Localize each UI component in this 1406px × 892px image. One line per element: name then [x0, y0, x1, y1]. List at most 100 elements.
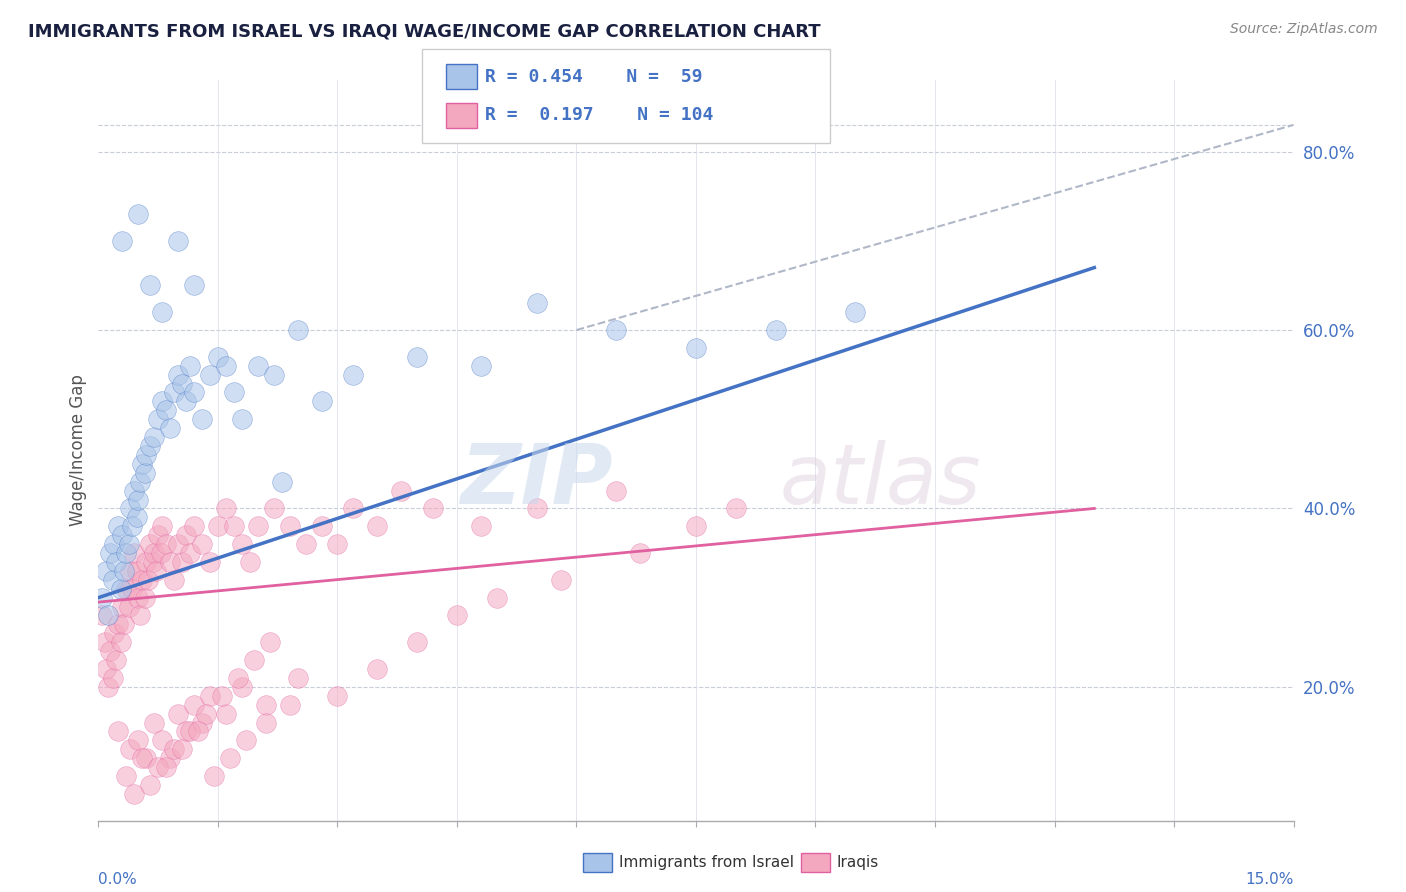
Point	[342, 368, 364, 382]
Point	[145, 564, 167, 578]
Point	[287, 323, 309, 337]
Point	[135, 555, 157, 569]
Point	[91, 608, 114, 623]
Point	[111, 234, 134, 248]
Point	[148, 760, 170, 774]
Point	[143, 715, 166, 730]
Point	[239, 555, 262, 569]
Point	[172, 555, 194, 569]
Point	[104, 555, 127, 569]
Point	[263, 368, 285, 382]
Point	[183, 278, 205, 293]
Point	[134, 466, 156, 480]
Text: atlas: atlas	[779, 440, 981, 521]
Point	[115, 546, 138, 560]
Point	[111, 528, 134, 542]
Text: 15.0%: 15.0%	[1246, 872, 1294, 888]
Point	[110, 582, 132, 596]
Point	[526, 501, 548, 516]
Point	[110, 635, 132, 649]
Point	[115, 769, 138, 783]
Point	[135, 448, 157, 462]
Point	[179, 359, 201, 373]
Point	[605, 483, 627, 498]
Point	[128, 608, 150, 623]
Point	[112, 617, 135, 632]
Text: R =  0.197    N = 104: R = 0.197 N = 104	[485, 106, 713, 124]
Point	[150, 519, 173, 533]
Point	[97, 608, 120, 623]
Point	[124, 483, 146, 498]
Point	[127, 591, 149, 605]
Point	[183, 519, 205, 533]
Point	[148, 528, 170, 542]
Point	[311, 519, 333, 533]
Text: 0.0%: 0.0%	[98, 872, 138, 888]
Point	[134, 591, 156, 605]
Point	[198, 689, 221, 703]
Point	[259, 635, 281, 649]
Point	[115, 582, 138, 596]
Point	[167, 537, 190, 551]
Point	[98, 546, 122, 560]
Point	[107, 519, 129, 533]
Point	[174, 724, 197, 739]
Point	[222, 519, 245, 533]
Point	[131, 573, 153, 587]
Point	[120, 501, 142, 516]
Point	[406, 635, 429, 649]
Point	[219, 751, 242, 765]
Point	[136, 573, 159, 587]
Point	[485, 591, 508, 605]
Point	[124, 546, 146, 560]
Point	[163, 573, 186, 587]
Point	[231, 680, 253, 694]
Text: Iraqis: Iraqis	[837, 855, 879, 870]
Point	[187, 724, 209, 739]
Point	[112, 564, 135, 578]
Point	[202, 769, 225, 783]
Point	[724, 501, 747, 516]
Point	[366, 519, 388, 533]
Point	[125, 510, 148, 524]
Point	[226, 671, 249, 685]
Point	[246, 519, 269, 533]
Point	[207, 519, 229, 533]
Point	[222, 385, 245, 400]
Point	[172, 376, 194, 391]
Point	[207, 350, 229, 364]
Point	[139, 439, 162, 453]
Point	[101, 573, 124, 587]
Point	[163, 742, 186, 756]
Point	[131, 457, 153, 471]
Text: R = 0.454    N =  59: R = 0.454 N = 59	[485, 68, 703, 86]
Text: IMMIGRANTS FROM ISRAEL VS IRAQI WAGE/INCOME GAP CORRELATION CHART: IMMIGRANTS FROM ISRAEL VS IRAQI WAGE/INC…	[28, 22, 821, 40]
Point	[155, 403, 177, 417]
Point	[215, 359, 238, 373]
Point	[183, 698, 205, 712]
Point	[278, 698, 301, 712]
Point	[103, 537, 125, 551]
Point	[159, 555, 181, 569]
Point	[101, 671, 124, 685]
Point	[139, 537, 162, 551]
Point	[150, 733, 173, 747]
Point	[198, 555, 221, 569]
Point	[97, 680, 120, 694]
Point	[235, 733, 257, 747]
Point	[143, 546, 166, 560]
Point	[120, 564, 142, 578]
Point	[107, 724, 129, 739]
Point	[215, 706, 238, 721]
Text: Source: ZipAtlas.com: Source: ZipAtlas.com	[1230, 22, 1378, 37]
Point	[174, 394, 197, 409]
Point	[98, 644, 122, 658]
Point	[139, 778, 162, 792]
Point	[135, 751, 157, 765]
Point	[179, 546, 201, 560]
Point	[231, 412, 253, 426]
Point	[127, 733, 149, 747]
Point	[179, 724, 201, 739]
Point	[128, 475, 150, 489]
Point	[605, 323, 627, 337]
